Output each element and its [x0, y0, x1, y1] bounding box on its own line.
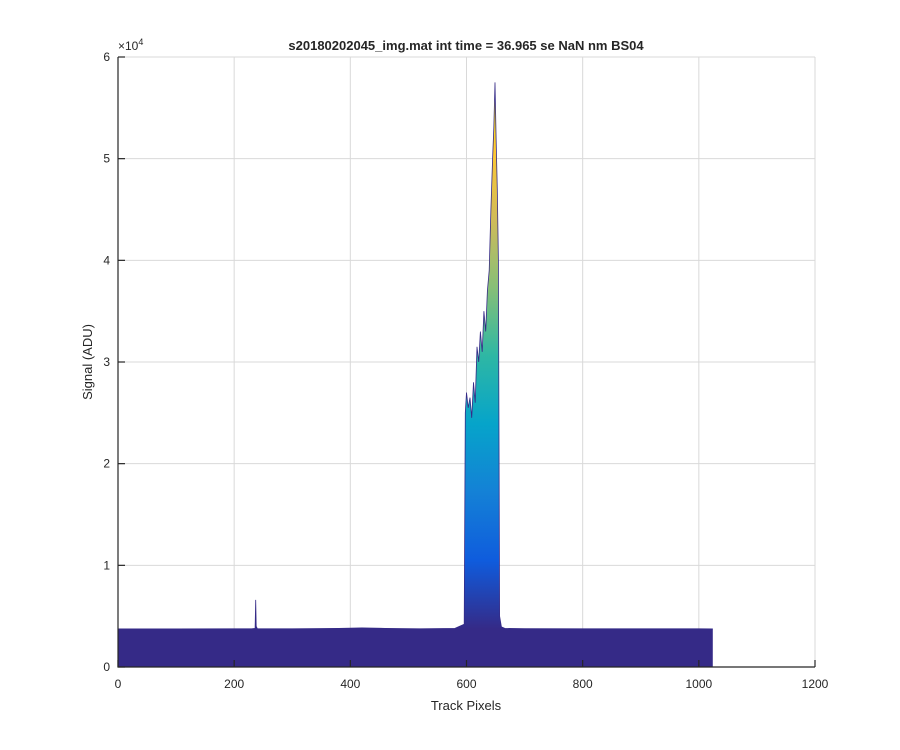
y-exponent-label: ×104	[118, 37, 143, 53]
x-tick-label: 1000	[685, 677, 712, 691]
signal-area	[118, 82, 713, 667]
y-tick-label: 6	[103, 50, 110, 64]
x-tick-label: 600	[456, 677, 476, 691]
y-tick-label: 4	[103, 253, 110, 267]
grid-lines	[117, 56, 816, 668]
y-tick-label: 2	[103, 457, 110, 471]
x-tick-label: 1200	[802, 677, 829, 691]
y-tick-label: 1	[103, 558, 110, 572]
axes	[117, 56, 816, 668]
chart-title: s20180202045_img.mat int time = 36.965 s…	[288, 38, 644, 53]
y-tick-labels: 0 1 2 3 4 5 6	[103, 50, 110, 674]
signal-line	[118, 82, 713, 630]
y-tick-label: 0	[103, 660, 110, 674]
x-tick-label: 800	[573, 677, 593, 691]
y-axis-label: Signal (ADU)	[80, 324, 95, 400]
x-tick-labels: 0 200 400 600 800 1000 1200	[115, 677, 829, 691]
x-tick-label: 200	[224, 677, 244, 691]
x-axis-label: Track Pixels	[431, 698, 502, 713]
y-tick-label: 5	[103, 152, 110, 166]
y-exponent-power: 4	[138, 37, 143, 47]
x-tick-label: 0	[115, 677, 122, 691]
y-tick-label: 3	[103, 355, 110, 369]
x-tick-label: 400	[340, 677, 360, 691]
